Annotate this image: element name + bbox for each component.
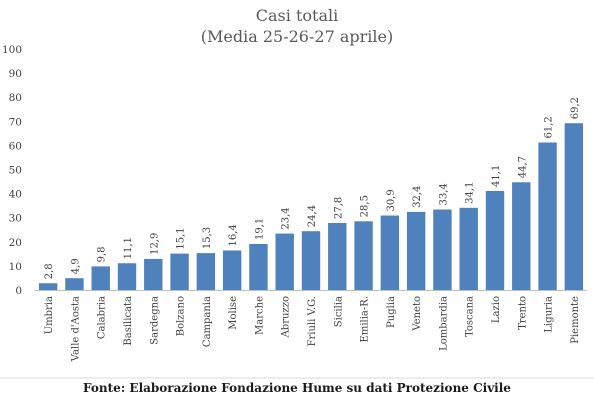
x-tick-label: Piemonte (570, 296, 581, 344)
data-label: 23,4 (281, 207, 292, 229)
data-label: 61,2 (544, 116, 555, 138)
chart-title: Casi totali (256, 6, 338, 25)
x-tick-label: Marche (254, 296, 265, 335)
bar (38, 283, 58, 290)
y-tick-label: 90 (9, 68, 22, 80)
y-tick-label: 10 (9, 261, 22, 273)
bar (170, 253, 189, 290)
bar (512, 182, 531, 290)
bars (38, 123, 584, 290)
x-tick-label: Puglia (386, 296, 397, 328)
x-tick-label: Valle d'Aosta (70, 296, 81, 362)
y-tick-label: 30 (9, 213, 22, 225)
data-label: 32,4 (412, 186, 423, 208)
data-label: 41,1 (491, 165, 502, 187)
bar (196, 253, 216, 290)
data-label: 12,9 (149, 233, 160, 255)
x-tick-label: Basilicata (123, 296, 134, 346)
bar (91, 266, 110, 290)
y-tick-label: 20 (9, 237, 22, 249)
bar (459, 207, 478, 290)
x-axis: Umbria Valle d'Aosta Calabria Basilicata Sar… (35, 290, 587, 362)
data-label: 15,1 (176, 227, 187, 249)
x-tick-label: Calabria (97, 296, 108, 339)
y-axis: 0 10 20 30 40 50 60 70 80 90 100 (2, 44, 22, 297)
x-tick-label: Umbria (44, 296, 55, 334)
x-tick-label: Bolzano (176, 296, 187, 336)
bar (538, 142, 557, 290)
data-label: 15,3 (202, 227, 213, 249)
bar (275, 233, 294, 290)
data-label: 24,4 (307, 205, 318, 227)
data-label: 34,1 (465, 182, 476, 204)
y-tick-label: 70 (9, 116, 22, 128)
data-label: 16,4 (228, 224, 239, 246)
y-tick-label: 60 (9, 140, 22, 152)
data-label: 11,1 (123, 237, 134, 259)
data-label: 28,5 (360, 195, 371, 217)
data-label: 44,7 (517, 156, 528, 178)
x-tick-label: Emilia-R. (360, 296, 371, 342)
data-label: 19,1 (254, 218, 265, 240)
x-tick-label: Sicilia (333, 296, 344, 327)
bar (406, 211, 426, 290)
x-tick-label: Sardegna (149, 296, 160, 345)
data-label: 9,8 (97, 246, 108, 262)
y-tick-label: 40 (9, 189, 22, 201)
data-labels: 2,8 4,9 9,8 11,1 12,9 15,1 15,3 16,4 19,1 23,4 24,… (44, 97, 581, 279)
bar (301, 231, 321, 290)
bar (380, 215, 400, 290)
x-tick-label: Campania (202, 296, 213, 347)
y-tick-label: 100 (2, 44, 22, 56)
data-label: 33,4 (438, 183, 449, 205)
source-note: Fonte: Elaborazione Fondazione Hume su d… (83, 381, 511, 395)
bar (485, 190, 505, 290)
bar (564, 123, 584, 290)
bar (222, 250, 242, 290)
y-tick-label: 50 (9, 165, 22, 177)
chart-subtitle: (Media 25-26-27 aprile) (201, 27, 393, 46)
y-tick-label: 80 (9, 92, 22, 104)
x-tick-label: Abruzzo (281, 296, 292, 338)
x-tick-label: Molise (228, 296, 239, 330)
bar (65, 278, 84, 290)
data-label: 4,9 (70, 258, 81, 274)
bar (117, 263, 137, 290)
x-tick-label: Lombardia (438, 296, 449, 351)
data-label: 2,8 (44, 263, 55, 279)
bar (433, 209, 452, 290)
bar (354, 221, 373, 290)
bar (144, 258, 163, 290)
bar (328, 223, 347, 290)
data-label: 27,8 (333, 197, 344, 219)
x-tick-label: Lazio (491, 296, 502, 323)
data-label: 30,9 (386, 189, 397, 211)
y-tick-label: 0 (15, 285, 22, 297)
x-tick-label: Toscana (465, 296, 476, 337)
bar (249, 243, 268, 290)
x-tick-label: Veneto (412, 296, 423, 332)
x-tick-label: Trento (517, 296, 528, 330)
x-tick-label: Liguria (544, 296, 555, 333)
data-label: 69,2 (570, 97, 581, 119)
x-tick-label: Friuli V.G. (307, 296, 318, 346)
